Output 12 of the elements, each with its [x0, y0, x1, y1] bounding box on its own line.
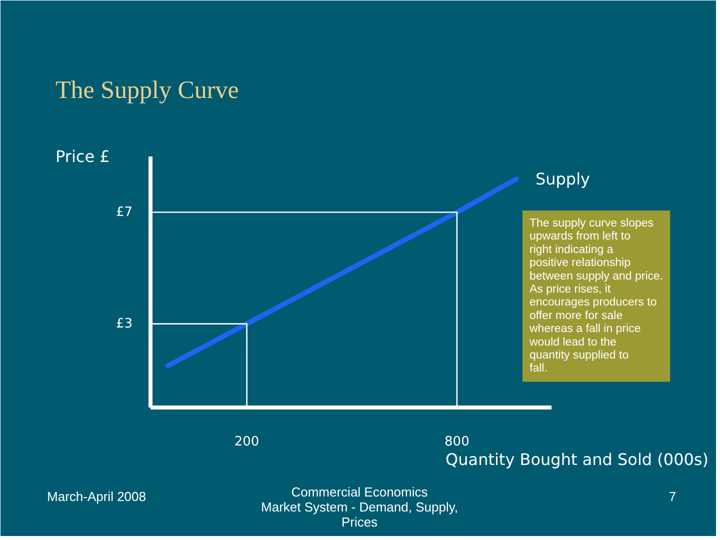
x-axis-title: Quantity Bought and Sold (000s) [446, 450, 708, 469]
chart-title: The Supply Curve [56, 77, 239, 104]
text: March-April 2008 [47, 489, 146, 504]
y-tick-label: £7 [116, 204, 133, 220]
text: The supply curve slopes upwards from left to right indicating a positive relationship between supply and price. As price rises, it encourages producers to offer more for sale whereas a fall in price would lead to the quantity supplied to fall. [530, 218, 664, 375]
x-tick-label: 200 [234, 434, 260, 450]
y-tick-label: £3 [116, 316, 133, 332]
series-label: Supply [535, 169, 590, 188]
y-axis-title: Price £ [56, 147, 110, 166]
text: Commercial Economics Market System - Demand, Supply, Prices [261, 484, 458, 530]
x-tick-label: 800 [444, 434, 470, 450]
text: 7 [668, 489, 676, 504]
